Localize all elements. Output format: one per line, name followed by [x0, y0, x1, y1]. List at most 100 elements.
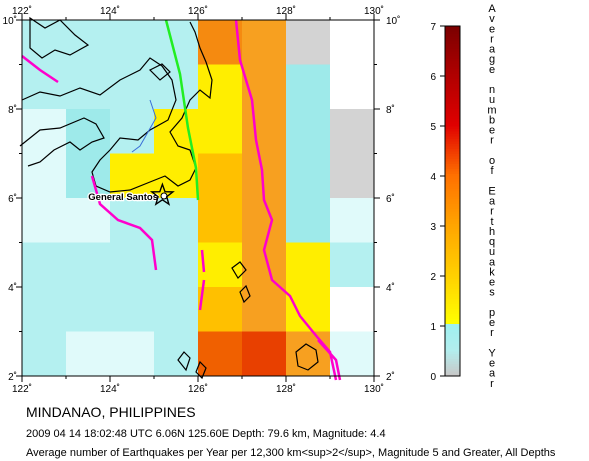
legend-tick-label: 3 — [430, 222, 436, 233]
legend-color-step — [445, 118, 460, 122]
legend-title-letter: r — [490, 206, 494, 218]
legend-color-step — [445, 313, 460, 317]
legend-color-step — [445, 151, 460, 154]
grid-cell — [110, 242, 154, 287]
legend-color-step — [445, 171, 460, 174]
legend-color-step — [445, 258, 460, 262]
grid-cell — [286, 109, 330, 154]
legend-title-letter: p — [489, 307, 495, 319]
lon-label-bottom-124: 124˚ — [100, 383, 120, 395]
plate-boundary-philippine-trench — [234, 19, 338, 381]
grid-cell — [242, 64, 286, 109]
legend-color-step — [445, 341, 460, 344]
legend-title-letter: k — [489, 266, 495, 278]
legend-tick-label: 5 — [430, 122, 436, 133]
legend-title-letter: e — [489, 23, 495, 35]
legend-color-step — [445, 88, 460, 92]
plate-boundary-west — [21, 55, 59, 84]
legend-color-step — [445, 101, 460, 104]
legend-color-step — [445, 178, 460, 182]
lat-label-right-10: 10˚ — [386, 15, 400, 27]
legend-color-step — [445, 223, 460, 227]
legend-color-step — [445, 206, 460, 209]
grid-cell — [110, 331, 154, 376]
grid-cell — [66, 109, 110, 154]
legend-title-letter: v — [489, 13, 495, 25]
legend-color-step — [445, 331, 460, 334]
grid-cell — [154, 331, 198, 376]
lon-label-top-126: 126˚ — [188, 5, 208, 17]
legend-color-step — [445, 96, 460, 99]
legend-color-step — [445, 33, 460, 37]
river — [131, 99, 157, 153]
legend-color-step — [445, 146, 460, 149]
legend-color-step — [445, 353, 460, 357]
legend-color-step — [445, 191, 460, 194]
grid-cell — [22, 198, 66, 243]
grid-cell — [22, 331, 66, 376]
legend-color-step — [445, 293, 460, 297]
grid-cell — [66, 153, 110, 198]
coastline-island-a — [148, 63, 171, 81]
legend-color-step — [445, 61, 460, 64]
grid-cell — [110, 287, 154, 332]
legend-color-step — [445, 158, 460, 162]
lon-labels-bottom: 122˚ 124˚ 126˚ 128˚ 130˚ — [12, 383, 384, 395]
legend-color-step — [445, 346, 460, 349]
lon-label-top-130: 130˚ — [364, 5, 384, 17]
legend-color-step — [445, 363, 460, 367]
legend-color-step — [445, 221, 460, 224]
grid-cell — [198, 198, 242, 243]
legend-color-step — [445, 343, 460, 347]
lat-label-right-6: 6˚ — [386, 193, 395, 205]
legend-title-letter: o — [489, 155, 495, 167]
coastline-zamboanga — [19, 117, 105, 167]
legend-color-step — [445, 278, 460, 282]
grid-cell — [330, 242, 374, 287]
legend-color-step — [445, 281, 460, 284]
legend-color-step — [445, 211, 460, 214]
legend-color-step — [445, 291, 460, 294]
coastline-mindanao — [29, 16, 90, 59]
legend-color-step — [445, 108, 460, 112]
grid-cell — [286, 20, 330, 65]
legend-title-letter: e — [489, 125, 495, 137]
legend-frame — [444, 25, 461, 377]
grid-cell — [286, 198, 330, 243]
grid-cell — [110, 20, 154, 65]
legend-color-step — [445, 51, 460, 54]
grid-cell — [330, 198, 374, 243]
legend-title-letter: a — [489, 44, 496, 56]
lat-label-right-8: 8˚ — [386, 104, 395, 116]
legend-color-step — [445, 361, 460, 364]
legend-color-step — [445, 216, 460, 219]
grid-cell — [198, 242, 242, 287]
legend-color-step — [445, 301, 460, 304]
legend-color-step — [445, 176, 460, 179]
legend-color-step — [445, 231, 460, 234]
legend-tick-label: 1 — [430, 322, 436, 333]
legend-title-letter: A — [488, 3, 496, 15]
grid-cell — [242, 331, 286, 376]
coastline-island-d — [295, 343, 319, 371]
legend-color-step — [445, 371, 460, 374]
city-label: General Santos — [88, 192, 158, 203]
coastline-island-c — [239, 284, 251, 304]
legend-color-step — [445, 356, 460, 359]
legend-color-step — [445, 333, 460, 337]
grid-cell — [110, 64, 154, 109]
legend-color-step — [445, 251, 460, 254]
legend-color-step — [445, 56, 460, 59]
legend-color-step — [445, 283, 460, 287]
legend-color-step — [445, 156, 460, 159]
city-marker — [160, 192, 168, 200]
axis-ticks — [16, 14, 380, 382]
legend-color-step — [445, 261, 460, 264]
grid-cell — [66, 242, 110, 287]
fault-line — [164, 19, 200, 201]
plate-boundary-cotabato — [90, 175, 158, 271]
legend-color-step — [445, 308, 460, 312]
map-caption: Average number of Earthquakes per Year p… — [26, 447, 556, 459]
legend-color-step — [445, 226, 460, 229]
